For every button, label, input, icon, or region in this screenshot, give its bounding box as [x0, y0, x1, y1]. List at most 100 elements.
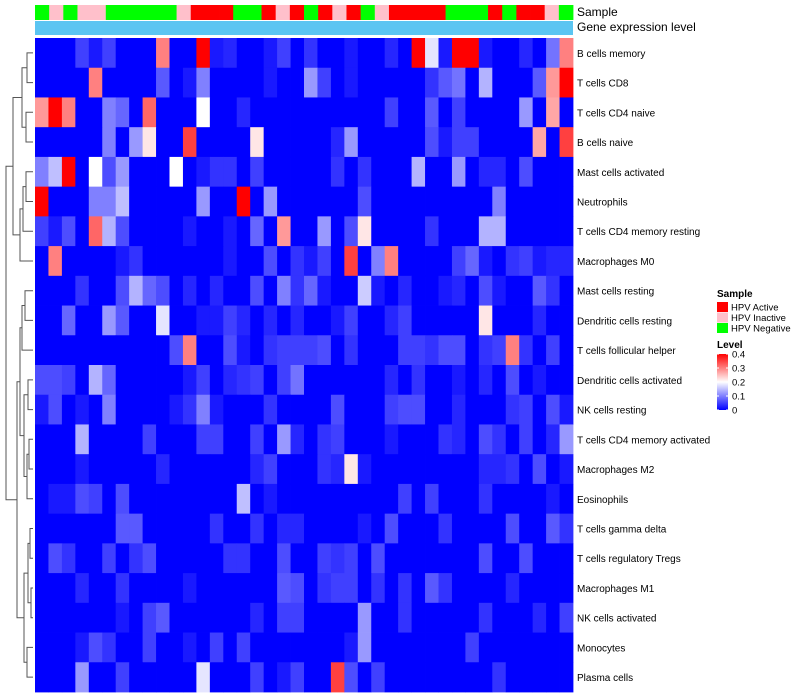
heatmap-cell — [35, 97, 49, 128]
heatmap-cell — [384, 602, 399, 633]
heatmap-cell — [263, 424, 278, 455]
heatmap-cell — [102, 632, 117, 663]
heatmap-cell — [492, 602, 507, 633]
sample-annotation-cell — [49, 5, 64, 20]
heatmap-cell — [546, 38, 560, 69]
heatmap-cell — [330, 483, 345, 515]
heatmap-cell — [88, 543, 103, 574]
heatmap-cell — [425, 602, 439, 633]
heatmap-cell — [290, 662, 305, 693]
heatmap-cell — [384, 335, 399, 366]
heatmap-cell — [263, 186, 278, 217]
heatmap-cell — [371, 454, 386, 485]
heatmap-cell — [35, 602, 49, 633]
heatmap-cell — [425, 424, 439, 455]
heatmap-cell — [546, 186, 560, 217]
heatmap-cell — [250, 483, 265, 515]
heatmap-cell — [411, 38, 426, 69]
heatmap-cell — [129, 394, 143, 425]
heatmap-cell — [236, 483, 251, 515]
heatmap-cell — [492, 573, 507, 604]
heatmap-cell — [304, 483, 318, 515]
heatmap-cell — [156, 513, 170, 544]
heatmap-cell — [465, 424, 480, 455]
heatmap-cell — [196, 424, 211, 455]
heatmap-cell — [169, 573, 184, 604]
row-dendrogram — [5, 52, 33, 678]
heatmap-cell — [384, 127, 399, 158]
heatmap-cell — [75, 127, 90, 158]
heatmap-cell — [115, 454, 130, 485]
heatmap-cell — [196, 186, 211, 217]
heatmap-cell — [357, 97, 372, 128]
heatmap-cell — [532, 246, 547, 277]
heatmap-cell — [290, 67, 305, 98]
heatmap-cell — [209, 216, 224, 247]
heatmap-cell — [156, 365, 170, 396]
heatmap-cell — [532, 424, 547, 455]
heatmap-cell — [546, 365, 560, 396]
heatmap-cell — [102, 483, 117, 515]
heatmap-cell — [532, 454, 547, 485]
heatmap-cell — [35, 632, 49, 663]
heatmap-cell — [398, 186, 412, 217]
row-label: Mast cells resting — [577, 287, 654, 298]
heatmap-cell — [478, 424, 493, 455]
heatmap-cell — [478, 246, 493, 277]
heatmap-cell — [263, 127, 278, 158]
heatmap-cell — [425, 513, 439, 544]
heatmap-cell — [398, 365, 412, 396]
sample-annotation-cell — [346, 5, 362, 20]
heatmap-cell — [317, 662, 332, 693]
row-label: Macrophages M2 — [577, 465, 655, 476]
heatmap-cell — [277, 632, 291, 663]
heatmap-cell — [357, 156, 372, 188]
dendrogram-branch — [27, 379, 33, 411]
heatmap-cell — [250, 365, 265, 396]
heatmap-cell — [35, 483, 49, 515]
sample-annotation-cell — [473, 5, 489, 20]
heatmap-cell — [223, 186, 238, 217]
heatmap-cell — [223, 602, 238, 633]
heatmap-cell — [344, 632, 359, 663]
dendrogram-branch — [5, 165, 17, 501]
heatmap-cell — [277, 246, 291, 277]
heatmap-cell — [156, 186, 170, 217]
heatmap-cell — [304, 38, 318, 69]
heatmap-cell — [532, 483, 547, 515]
heatmap-cell — [317, 127, 332, 158]
heatmap-cell — [75, 246, 90, 277]
sample-annotation-cell — [275, 5, 291, 20]
heatmap-cell — [344, 156, 359, 188]
heatmap-cell — [250, 305, 265, 336]
heatmap-cell — [411, 632, 426, 663]
dendrogram-branch — [22, 186, 33, 232]
heatmap-cells — [35, 38, 574, 693]
heatmap-cell — [438, 305, 453, 336]
heatmap-cell — [182, 186, 197, 217]
heatmap-cell — [519, 365, 534, 396]
heatmap-cell — [223, 97, 238, 128]
heatmap-cell — [559, 38, 574, 69]
heatmap-cell — [182, 424, 197, 455]
heatmap-cell — [142, 454, 157, 485]
annotation-bars — [35, 5, 574, 35]
heatmap-cell — [35, 246, 49, 277]
heatmap-cell — [236, 632, 251, 663]
heatmap-cell — [196, 573, 211, 604]
heatmap-cell — [425, 454, 439, 485]
sample-annotation-cell — [332, 5, 347, 20]
heatmap-cell — [371, 483, 386, 515]
sample-annotation-cell — [530, 5, 546, 20]
heatmap-cell — [236, 38, 251, 69]
heatmap-cell — [317, 602, 332, 633]
heatmap-cell — [532, 662, 547, 693]
heatmap-cell — [142, 662, 157, 693]
heatmap-cell — [61, 424, 76, 455]
heatmap-cell — [532, 365, 547, 396]
heatmap-cell — [478, 573, 493, 604]
heatmap-cell — [102, 67, 117, 98]
heatmap-cell — [398, 513, 412, 544]
row-label: Mast cells activated — [577, 168, 664, 179]
